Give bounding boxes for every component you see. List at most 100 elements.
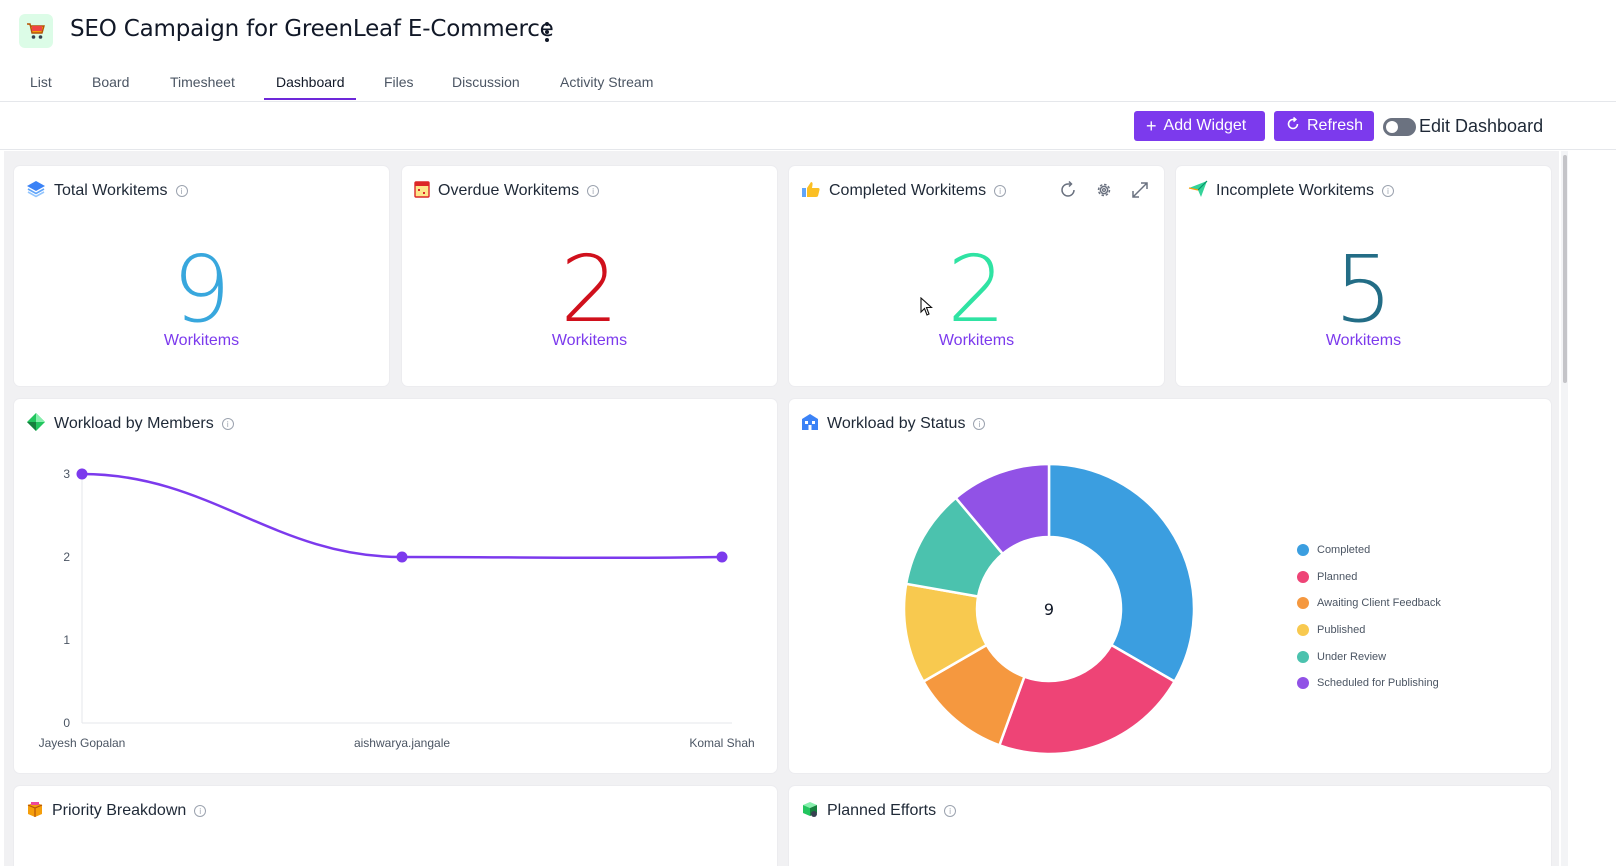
legend-swatch (1297, 650, 1309, 663)
tab-timesheet[interactable]: Timesheet (170, 74, 235, 90)
tab-list[interactable]: List (30, 74, 52, 90)
info-icon[interactable]: i (973, 418, 986, 430)
info-icon[interactable]: i (1381, 185, 1394, 197)
mouse-cursor-icon (920, 296, 934, 321)
workload-by-members-card: Workload by Members i 0 1 2 3 Jayesh Gopalan… (14, 399, 777, 773)
refresh-icon (1286, 116, 1300, 136)
kpi-value: 2 (560, 236, 619, 343)
kpi-value: 2 (947, 236, 1006, 343)
active-tab-indicator (264, 98, 356, 100)
legend-item[interactable]: Scheduled for Publishing (1297, 670, 1441, 697)
info-icon[interactable]: i (944, 805, 957, 817)
kpi-title: Incomplete Workitems (1216, 182, 1374, 199)
legend-item[interactable]: Published (1297, 617, 1441, 644)
legend-label: Awaiting Client Feedback (1317, 597, 1441, 610)
project-header: SEO Campaign for GreenLeaf E-Commerce (0, 0, 1616, 64)
info-icon[interactable]: i (221, 418, 234, 430)
add-widget-label: Add Widget (1163, 117, 1247, 134)
cube-icon (801, 800, 819, 822)
legend-swatch (1297, 544, 1309, 557)
kpi-value: 9 (172, 236, 231, 343)
tab-board[interactable]: Board (92, 74, 130, 90)
data-point (76, 468, 88, 480)
more-options-icon[interactable] (537, 18, 557, 46)
thumbs-up-icon (801, 180, 821, 202)
legend-swatch (1297, 597, 1309, 610)
legend-item[interactable]: Planned (1297, 564, 1441, 591)
data-point (396, 551, 408, 563)
donut-slice (997, 643, 1177, 756)
info-icon[interactable]: i (587, 185, 600, 197)
widget-title: Workload by Members (54, 415, 214, 432)
plus-icon: + (1146, 116, 1157, 136)
info-icon[interactable]: i (994, 185, 1007, 197)
legend-swatch (1297, 570, 1309, 583)
legend-item[interactable]: Awaiting Client Feedback (1297, 590, 1441, 617)
kpi-unit[interactable]: Workitems (1325, 332, 1402, 349)
refresh-button[interactable]: Refresh (1274, 111, 1374, 141)
calendar-icon (414, 180, 430, 202)
x-tick-label: Jayesh Gopalan (39, 736, 126, 750)
workload-by-members-chart: 0 1 2 3 Jayesh Gopalan aishwarya.jangale Komal… (39, 467, 755, 750)
kpi-card-completed-workitems: Completed Workitems i 2 Workitems (789, 166, 1164, 386)
widget-title: Workload by Status (827, 415, 966, 432)
tab-discussion[interactable]: Discussion (452, 74, 520, 90)
dashboard-toolbar: + Add Widget Refresh Edit Dashboard (0, 102, 1616, 150)
donut-center-label: 9 (1044, 600, 1054, 619)
chart-legend: Completed Planned Awaiting Client Feedback… (1297, 537, 1441, 697)
workload-by-status-card: Workload by Status i 9 Completed Planned A… (789, 399, 1551, 773)
donut-slice (1047, 462, 1196, 684)
widget-title: Planned Efforts (827, 802, 937, 819)
kpi-value: 5 (1334, 236, 1393, 343)
project-title: SEO Campaign for GreenLeaf E-Commerce (70, 16, 554, 42)
legend-label: Scheduled for Publishing (1317, 677, 1439, 690)
info-icon[interactable]: i (175, 185, 188, 197)
legend-swatch (1297, 677, 1309, 690)
legend-swatch (1297, 624, 1309, 637)
kpi-title: Completed Workitems (829, 182, 987, 199)
workload-by-status-chart: 9 (902, 462, 1196, 756)
gear-icon[interactable] (1094, 180, 1114, 200)
x-tick-label: aishwarya.jangale (354, 736, 450, 750)
widget-title: Priority Breakdown (52, 802, 187, 819)
refresh-label: Refresh (1307, 117, 1364, 134)
project-tabs: List Board Timesheet Dashboard Files Dis… (0, 66, 1616, 102)
box-icon (26, 800, 44, 822)
reload-widget-icon[interactable] (1058, 180, 1078, 200)
y-tick-label: 0 (63, 716, 70, 730)
kpi-card-overdue-workitems: Overdue Workitems i 2 Workitems (402, 166, 777, 386)
edit-dashboard-toggle[interactable] (1383, 118, 1416, 136)
info-icon[interactable]: i (194, 805, 207, 817)
layers-icon (26, 180, 46, 202)
planned-efforts-card: Planned Efforts i (789, 786, 1551, 866)
legend-item[interactable]: Completed (1297, 537, 1441, 564)
paper-plane-icon (1188, 180, 1208, 202)
tab-dashboard[interactable]: Dashboard (276, 74, 345, 90)
y-tick-label: 1 (63, 633, 70, 647)
kpi-title: Total Workitems (54, 182, 168, 199)
vertical-scrollbar[interactable] (1561, 151, 1568, 866)
y-tick-label: 2 (63, 550, 70, 564)
shopping-cart-icon (19, 14, 53, 48)
edit-dashboard-label: Edit Dashboard (1419, 116, 1544, 136)
expand-icon[interactable] (1130, 180, 1150, 200)
x-tick-label: Komal Shah (689, 736, 754, 750)
priority-breakdown-card: Priority Breakdown i (14, 786, 777, 866)
tab-files[interactable]: Files (384, 74, 414, 90)
kpi-unit[interactable]: Workitems (938, 332, 1015, 349)
kpi-unit[interactable]: Workitems (163, 332, 240, 349)
kpi-unit[interactable]: Workitems (551, 332, 628, 349)
tab-activity-stream[interactable]: Activity Stream (560, 74, 654, 90)
legend-label: Planned (1317, 570, 1358, 583)
legend-label: Published (1317, 624, 1366, 637)
legend-item[interactable]: Under Review (1297, 643, 1441, 670)
kpi-card-incomplete-workitems: Incomplete Workitems i 5 Workitems (1176, 166, 1551, 386)
building-icon (801, 413, 819, 435)
scrollbar-thumb[interactable] (1563, 155, 1567, 383)
add-widget-button[interactable]: + Add Widget (1134, 111, 1265, 141)
kpi-card-total-workitems: Total Workitems i 9 Workitems (14, 166, 389, 386)
kpi-title: Overdue Workitems (438, 182, 580, 199)
y-tick-label: 3 (63, 467, 70, 481)
donut-slice (954, 462, 1051, 556)
legend-label: Under Review (1317, 650, 1387, 663)
